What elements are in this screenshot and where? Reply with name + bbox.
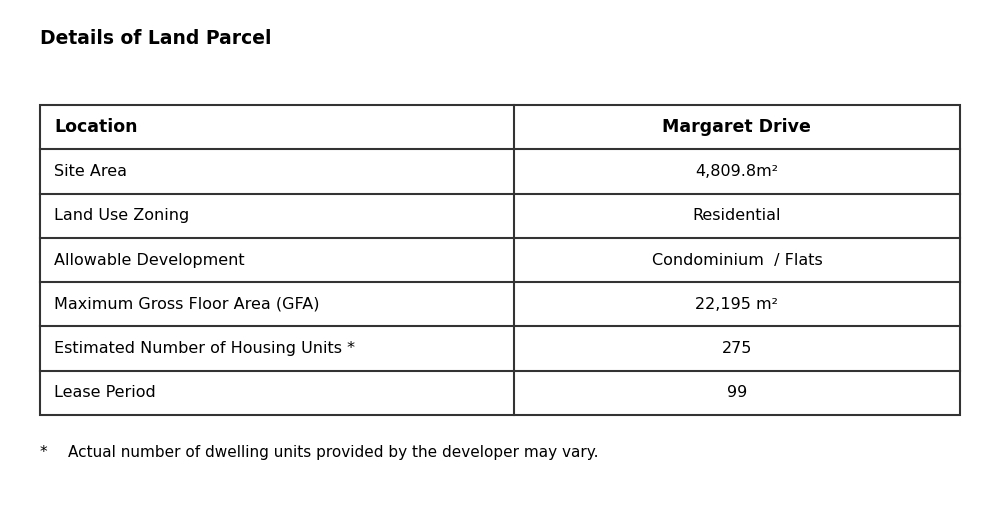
Text: Residential: Residential: [693, 208, 781, 223]
Text: Allowable Development: Allowable Development: [54, 252, 245, 267]
Text: Details of Land Parcel: Details of Land Parcel: [40, 28, 272, 47]
Text: 22,195 m²: 22,195 m²: [695, 297, 778, 312]
Bar: [40, 105, 960, 415]
Text: Estimated Number of Housing Units *: Estimated Number of Housing Units *: [54, 341, 355, 356]
Text: Site Area: Site Area: [54, 164, 127, 179]
Text: Land Use Zoning: Land Use Zoning: [54, 208, 189, 223]
Text: 4,809.8m²: 4,809.8m²: [695, 164, 778, 179]
Text: 99: 99: [727, 385, 747, 400]
Text: 275: 275: [722, 341, 752, 356]
Text: Condominium  / Flats: Condominium / Flats: [652, 252, 822, 267]
Text: Margaret Drive: Margaret Drive: [662, 118, 811, 136]
Text: Maximum Gross Floor Area (GFA): Maximum Gross Floor Area (GFA): [54, 297, 320, 312]
Text: Lease Period: Lease Period: [54, 385, 156, 400]
Text: Location: Location: [54, 118, 138, 136]
Text: Actual number of dwelling units provided by the developer may vary.: Actual number of dwelling units provided…: [68, 444, 598, 459]
Text: *: *: [40, 444, 48, 459]
